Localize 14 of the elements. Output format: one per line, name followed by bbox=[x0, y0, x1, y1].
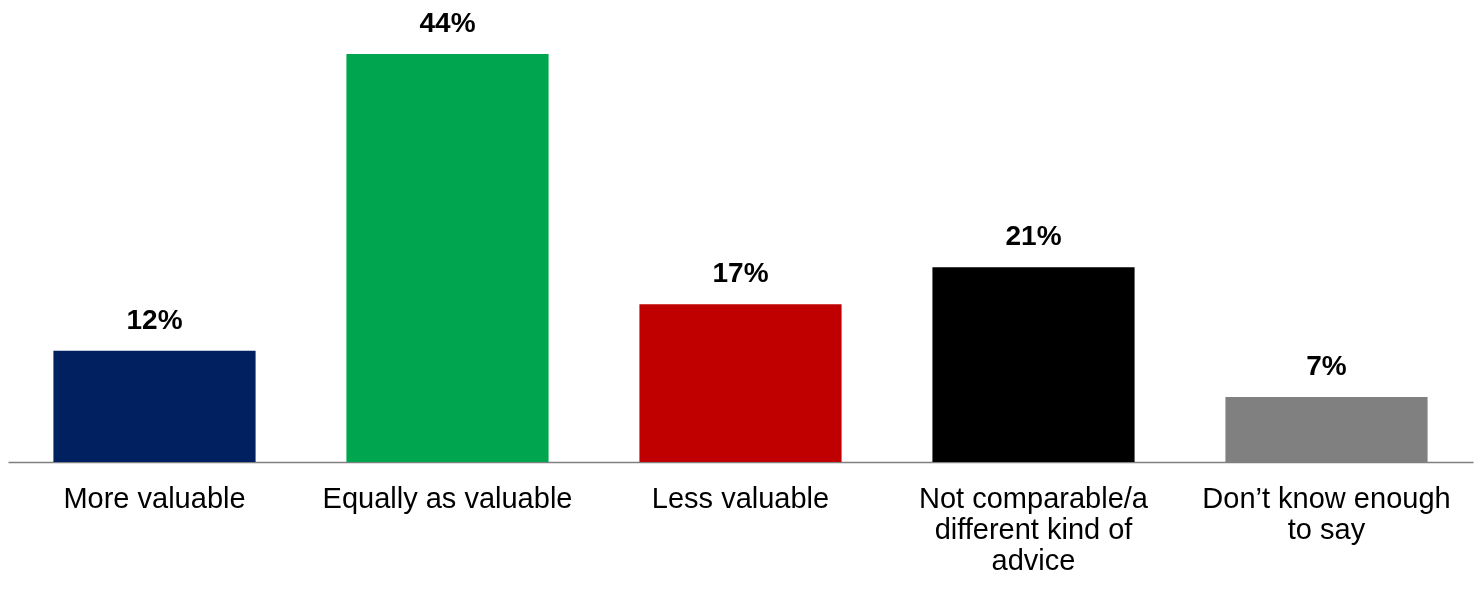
x-tick-label: More valuable bbox=[63, 481, 246, 514]
data-label: 21% bbox=[1005, 220, 1062, 252]
bar bbox=[346, 54, 549, 462]
x-tick-label: Equally as valuable bbox=[322, 481, 573, 514]
x-tick-label: Less valuable bbox=[651, 481, 830, 514]
data-label: 12% bbox=[126, 303, 183, 335]
data-label: 17% bbox=[712, 257, 769, 289]
data-label: 7% bbox=[1306, 350, 1347, 382]
data-label: 44% bbox=[419, 7, 476, 38]
x-tick-label: Not comparable/a different kind of advice bbox=[919, 481, 1149, 576]
x-tick-label: Don’t know enough to say bbox=[1202, 481, 1451, 545]
bar bbox=[932, 267, 1135, 462]
bar bbox=[639, 304, 842, 462]
bar bbox=[53, 350, 256, 462]
